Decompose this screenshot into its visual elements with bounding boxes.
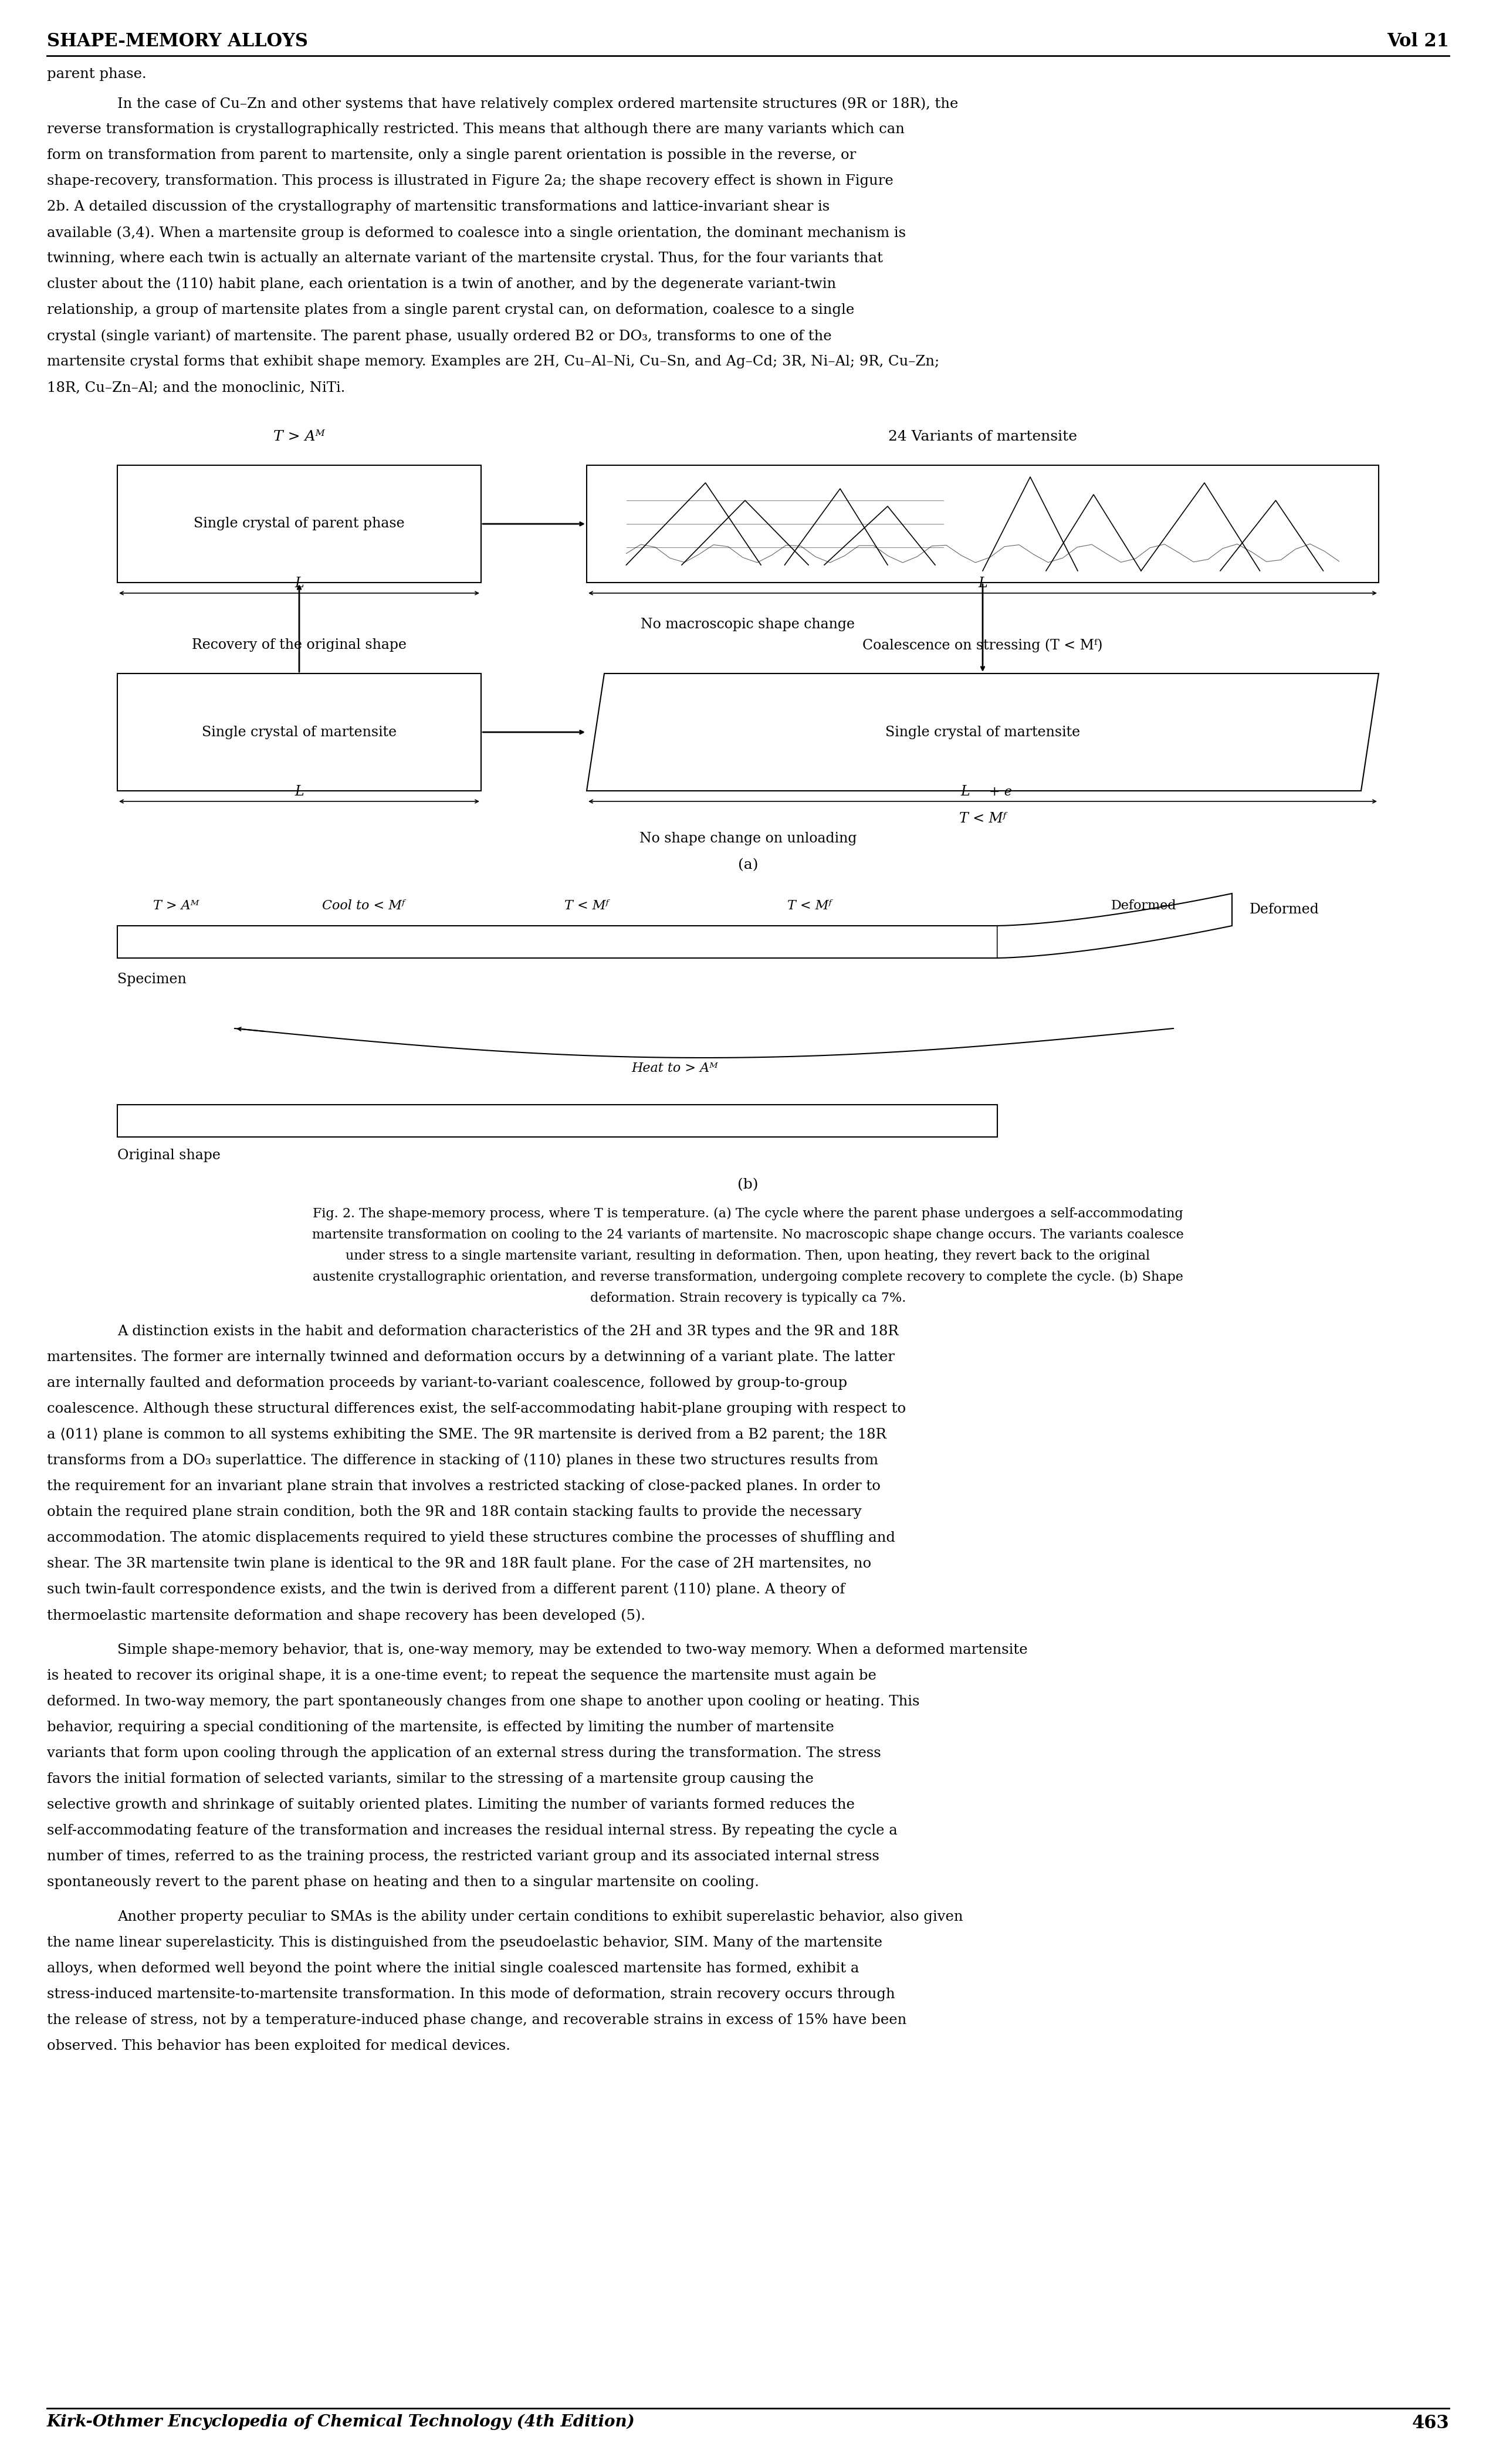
- Bar: [117, 1104, 998, 1136]
- Text: T < Mᶠ: T < Mᶠ: [564, 899, 609, 912]
- Text: stress-induced martensite-to-martensite transformation. In this mode of deformat: stress-induced martensite-to-martensite …: [46, 1988, 895, 2001]
- Text: obtain the required plane strain condition, both the 9R and 18R contain stacking: obtain the required plane strain conditi…: [46, 1506, 862, 1518]
- Text: T < Mᶠ: T < Mᶠ: [959, 813, 1007, 825]
- Text: shape-recovery, transformation. This process is illustrated in Figure 2a; the sh: shape-recovery, transformation. This pro…: [46, 175, 893, 187]
- Text: (b): (b): [738, 1178, 758, 1193]
- Text: accommodation. The atomic displacements required to yield these structures combi: accommodation. The atomic displacements …: [46, 1530, 895, 1545]
- Text: No shape change on unloading: No shape change on unloading: [639, 833, 857, 845]
- Text: (a): (a): [738, 857, 758, 872]
- Text: self-accommodating feature of the transformation and increases the residual inte: self-accommodating feature of the transf…: [46, 1823, 898, 1838]
- Bar: [117, 466, 482, 582]
- Text: transforms from a DO₃ superlattice. The difference in stacking of ⟨110⟩ planes i: transforms from a DO₃ superlattice. The …: [46, 1454, 878, 1469]
- Text: the release of stress, not by a temperature-induced phase change, and recoverabl: the release of stress, not by a temperat…: [46, 2013, 907, 2028]
- Text: Vol 21: Vol 21: [1387, 32, 1450, 49]
- Text: Single crystal of martensite: Single crystal of martensite: [202, 724, 396, 739]
- Text: A distinction exists in the habit and deformation characteristics of the 2H and : A distinction exists in the habit and de…: [117, 1326, 899, 1338]
- Text: cluster about the ⟨110⟩ habit plane, each orientation is a twin of another, and : cluster about the ⟨110⟩ habit plane, eac…: [46, 278, 836, 291]
- Text: available (3,4). When a martensite group is deformed to coalesce into a single o: available (3,4). When a martensite group…: [46, 227, 907, 239]
- Text: observed. This behavior has been exploited for medical devices.: observed. This behavior has been exploit…: [46, 2040, 510, 2053]
- Bar: [117, 926, 998, 958]
- Text: twinning, where each twin is actually an alternate variant of the martensite cry: twinning, where each twin is actually an…: [46, 251, 883, 266]
- Text: Specimen: Specimen: [117, 973, 187, 986]
- Bar: [117, 673, 482, 791]
- Text: variants that form upon cooling through the application of an external stress du: variants that form upon cooling through …: [46, 1747, 881, 1759]
- Text: spontaneously revert to the parent phase on heating and then to a singular marte: spontaneously revert to the parent phase…: [46, 1875, 758, 1890]
- Text: Recovery of the original shape: Recovery of the original shape: [191, 638, 407, 653]
- Text: Cool to < Mᶠ: Cool to < Mᶠ: [322, 899, 405, 912]
- Text: + e: + e: [989, 786, 1011, 798]
- Text: Heat to > Aᴹ: Heat to > Aᴹ: [631, 1062, 718, 1074]
- Text: deformed. In two-way memory, the part spontaneously changes from one shape to an: deformed. In two-way memory, the part sp…: [46, 1695, 920, 1708]
- Text: T > Aᴹ: T > Aᴹ: [274, 431, 325, 444]
- Polygon shape: [586, 673, 1379, 791]
- Text: Coalescence on stressing (T < Mᶠ): Coalescence on stressing (T < Mᶠ): [863, 638, 1103, 653]
- Text: Another property peculiar to SMAs is the ability under certain conditions to exh: Another property peculiar to SMAs is the…: [117, 1910, 963, 1924]
- Text: number of times, referred to as the training process, the restricted variant gro: number of times, referred to as the trai…: [46, 1850, 880, 1863]
- Text: such twin-fault correspondence exists, and the twin is derived from a different : such twin-fault correspondence exists, a…: [46, 1582, 845, 1597]
- Text: 18R, Cu–Zn–Al; and the monoclinic, NiTi.: 18R, Cu–Zn–Al; and the monoclinic, NiTi.: [46, 382, 346, 394]
- Text: thermoelastic martensite deformation and shape recovery has been developed (5).: thermoelastic martensite deformation and…: [46, 1609, 645, 1621]
- Text: Kirk-Othmer Encyclopedia of Chemical Technology (4th Edition): Kirk-Othmer Encyclopedia of Chemical Tec…: [46, 2415, 636, 2430]
- Text: Original shape: Original shape: [117, 1148, 220, 1163]
- Text: T < Mᶠ: T < Mᶠ: [787, 899, 832, 912]
- Text: T > Aᴹ: T > Aᴹ: [153, 899, 199, 912]
- Text: favors the initial formation of selected variants, similar to the stressing of a: favors the initial formation of selected…: [46, 1772, 814, 1786]
- Text: form on transformation from parent to martensite, only a single parent orientati: form on transformation from parent to ma…: [46, 148, 856, 163]
- Text: 2b. A detailed discussion of the crystallography of martensitic transformations : 2b. A detailed discussion of the crystal…: [46, 200, 830, 214]
- Text: martensite crystal forms that exhibit shape memory. Examples are 2H, Cu–Al–Ni, C: martensite crystal forms that exhibit sh…: [46, 355, 939, 370]
- Text: coalescence. Although these structural differences exist, the self-accommodating: coalescence. Although these structural d…: [46, 1402, 907, 1417]
- Text: Single crystal of parent phase: Single crystal of parent phase: [193, 517, 405, 530]
- Text: selective growth and shrinkage of suitably oriented plates. Limiting the number : selective growth and shrinkage of suitab…: [46, 1799, 854, 1811]
- Text: No macroscopic shape change: No macroscopic shape change: [640, 618, 856, 631]
- Text: the requirement for an invariant plane strain that involves a restricted stackin: the requirement for an invariant plane s…: [46, 1478, 881, 1493]
- Text: behavior, requiring a special conditioning of the martensite, is effected by lim: behavior, requiring a special conditioni…: [46, 1720, 835, 1735]
- Text: SHAPE-MEMORY ALLOYS: SHAPE-MEMORY ALLOYS: [46, 32, 308, 49]
- Text: martensite transformation on cooling to the 24 variants of martensite. No macros: martensite transformation on cooling to …: [313, 1230, 1183, 1242]
- Text: shear. The 3R martensite twin plane is identical to the 9R and 18R fault plane. : shear. The 3R martensite twin plane is i…: [46, 1557, 871, 1570]
- Text: relationship, a group of martensite plates from a single parent crystal can, on : relationship, a group of martensite plat…: [46, 303, 854, 318]
- Text: Deformed: Deformed: [1112, 899, 1177, 912]
- Text: L: L: [295, 786, 304, 798]
- Text: 463: 463: [1412, 2415, 1450, 2432]
- Text: L: L: [295, 577, 304, 591]
- Text: L: L: [978, 577, 987, 591]
- Text: crystal (single variant) of martensite. The parent phase, usually ordered B2 or : crystal (single variant) of martensite. …: [46, 330, 832, 342]
- Text: Simple shape-memory behavior, that is, one-way memory, may be extended to two-wa: Simple shape-memory behavior, that is, o…: [117, 1643, 1028, 1656]
- Text: are internally faulted and deformation proceeds by variant-to-variant coalescenc: are internally faulted and deformation p…: [46, 1377, 847, 1390]
- Text: Fig. 2. The shape-memory process, where T is temperature. (a) The cycle where th: Fig. 2. The shape-memory process, where …: [313, 1207, 1183, 1220]
- Text: is heated to recover its original shape, it is a one-time event; to repeat the s: is heated to recover its original shape,…: [46, 1668, 877, 1683]
- Text: under stress to a single martensite variant, resulting in deformation. Then, upo: under stress to a single martensite vari…: [346, 1249, 1150, 1262]
- Text: parent phase.: parent phase.: [46, 67, 147, 81]
- Bar: [586, 466, 1379, 582]
- Text: 24 Variants of martensite: 24 Variants of martensite: [889, 431, 1077, 444]
- Text: martensites. The former are internally twinned and deformation occurs by a detwi: martensites. The former are internally t…: [46, 1350, 895, 1365]
- Text: Deformed: Deformed: [1249, 902, 1319, 917]
- Text: a ⟨011⟩ plane is common to all systems exhibiting the SME. The 9R martensite is : a ⟨011⟩ plane is common to all systems e…: [46, 1429, 886, 1441]
- Text: alloys, when deformed well beyond the point where the initial single coalesced m: alloys, when deformed well beyond the po…: [46, 1961, 859, 1976]
- Text: Single crystal of martensite: Single crystal of martensite: [886, 724, 1080, 739]
- Text: L: L: [960, 786, 969, 798]
- Text: the name linear superelasticity. This is distinguished from the pseudoelastic be: the name linear superelasticity. This is…: [46, 1937, 883, 1949]
- Text: austenite crystallographic orientation, and reverse transformation, undergoing c: austenite crystallographic orientation, …: [313, 1271, 1183, 1284]
- Text: deformation. Strain recovery is typically ca 7%.: deformation. Strain recovery is typicall…: [589, 1291, 907, 1306]
- Text: In the case of Cu–Zn and other systems that have relatively complex ordered mart: In the case of Cu–Zn and other systems t…: [117, 96, 959, 111]
- Text: reverse transformation is crystallographically restricted. This means that altho: reverse transformation is crystallograph…: [46, 123, 905, 136]
